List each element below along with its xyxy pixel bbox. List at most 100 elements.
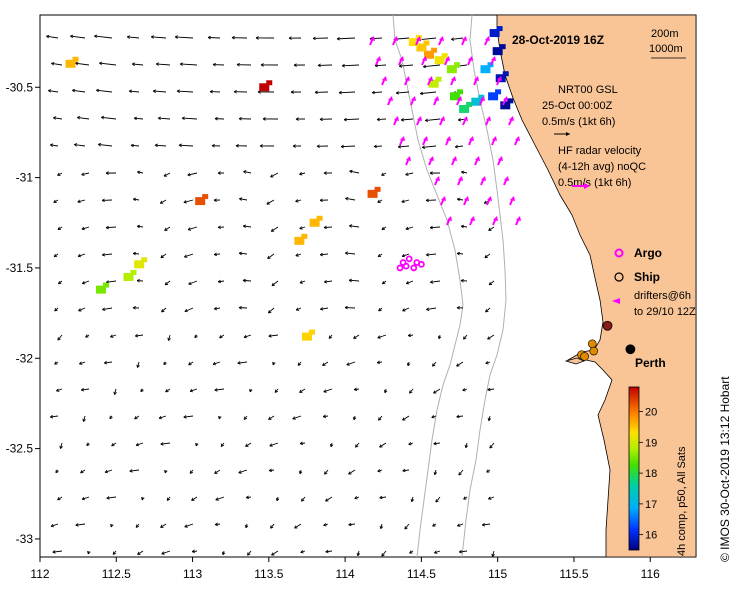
current-arrow: [213, 306, 221, 311]
current-arrow: [323, 225, 333, 230]
current-arrow: [183, 199, 194, 204]
current-arrow: [349, 169, 360, 174]
current-arrow: [129, 469, 140, 473]
current-arrow: [187, 172, 198, 177]
current-arrow: [271, 550, 279, 556]
hf-vector: [415, 36, 421, 46]
current-arrow: [126, 35, 140, 39]
current-arrow: [325, 549, 333, 554]
current-arrow: [458, 549, 468, 554]
current-arrow: [301, 496, 306, 502]
current-arrow: [110, 334, 117, 338]
current-arrow: [354, 495, 360, 500]
current-arrow: [48, 89, 59, 93]
current-arrow: [402, 415, 410, 421]
x-tick-label: 114.5: [407, 567, 436, 581]
current-arrow: [395, 91, 410, 95]
current-arrow: [105, 225, 117, 230]
current-arrow: [217, 171, 225, 175]
current-arrow: [274, 388, 279, 393]
current-arrow: [233, 89, 248, 94]
bathymetry-1000m: [392, 15, 464, 557]
colorbar-tick-label: 17: [645, 499, 657, 511]
argo-float: [417, 260, 425, 268]
current-arrow: [267, 307, 275, 314]
hf-vector: [375, 56, 381, 66]
current-arrow: [329, 442, 334, 448]
current-arrow: [409, 388, 414, 394]
current-arrow: [81, 280, 90, 285]
current-arrow: [80, 387, 90, 392]
current-arrow: [402, 307, 410, 312]
ship-marker: [602, 320, 613, 331]
current-arrow: [325, 496, 333, 502]
current-arrow: [323, 388, 333, 393]
current-arrow: [324, 469, 329, 475]
current-arrow: [78, 307, 86, 312]
current-arrow: [219, 334, 225, 339]
current-arrow: [207, 35, 221, 40]
current-arrow: [242, 278, 252, 283]
argo-float: [410, 264, 418, 272]
current-arrow: [266, 199, 275, 205]
current-arrow: [75, 61, 90, 66]
current-arrow: [381, 226, 387, 231]
argo-legend-symbol: [614, 248, 624, 258]
current-arrow: [407, 333, 414, 338]
current-arrow: [319, 198, 329, 203]
colorbar-tick-label: 18: [645, 468, 657, 480]
current-arrow: [433, 441, 441, 446]
current-arrow: [270, 172, 279, 178]
ship-legend-symbol: [614, 272, 624, 282]
current-arrow: [405, 226, 414, 231]
hf-vector: [421, 56, 427, 66]
current-arrow: [451, 37, 464, 41]
vectors-legend-arrow: [554, 132, 570, 136]
current-arrow: [74, 143, 86, 147]
hf-vector: [434, 176, 440, 186]
x-tick-label: 113: [183, 567, 202, 581]
current-arrow: [320, 307, 329, 311]
current-arrow: [489, 442, 495, 449]
hf-vector: [514, 136, 520, 146]
current-arrow: [323, 522, 329, 527]
current-arrow: [346, 361, 356, 366]
sst-patch: [123, 269, 137, 281]
current-arrow: [376, 360, 383, 365]
current-arrow: [488, 496, 495, 500]
current-arrow: [314, 90, 329, 95]
current-arrow: [244, 523, 249, 529]
current-arrow: [299, 388, 306, 393]
current-arrow: [377, 334, 387, 339]
hf-vector: [427, 76, 433, 86]
current-arrow: [249, 388, 253, 393]
current-arrow: [132, 197, 140, 202]
current-arrow: [430, 280, 441, 284]
current-arrow: [355, 442, 360, 448]
current-arrow: [178, 143, 194, 148]
current-arrow: [184, 253, 194, 258]
current-arrow: [155, 62, 171, 66]
sst-patch: [367, 186, 381, 198]
current-arrow: [243, 334, 252, 339]
current-arrow: [268, 334, 279, 338]
current-arrow: [52, 550, 63, 554]
sst-patch: [309, 215, 323, 227]
current-arrow: [174, 35, 194, 39]
hf-vector: [473, 76, 479, 86]
current-arrow: [214, 388, 225, 392]
sst-patch: [488, 89, 502, 101]
current-arrow: [77, 199, 86, 204]
sst-patch: [500, 98, 514, 110]
hf-vector: [393, 116, 399, 126]
hf-vector: [485, 116, 491, 126]
y-axis: -30.5 -31 -31.5 -32 -32.5 -33: [6, 80, 40, 546]
current-arrow: [323, 279, 333, 284]
current-arrow: [460, 224, 468, 229]
current-arrow: [164, 469, 168, 474]
current-arrow: [80, 469, 86, 474]
hf-vector: [474, 156, 480, 166]
current-vectors: [46, 34, 495, 557]
current-arrow: [59, 442, 63, 449]
current-arrow: [181, 116, 198, 121]
